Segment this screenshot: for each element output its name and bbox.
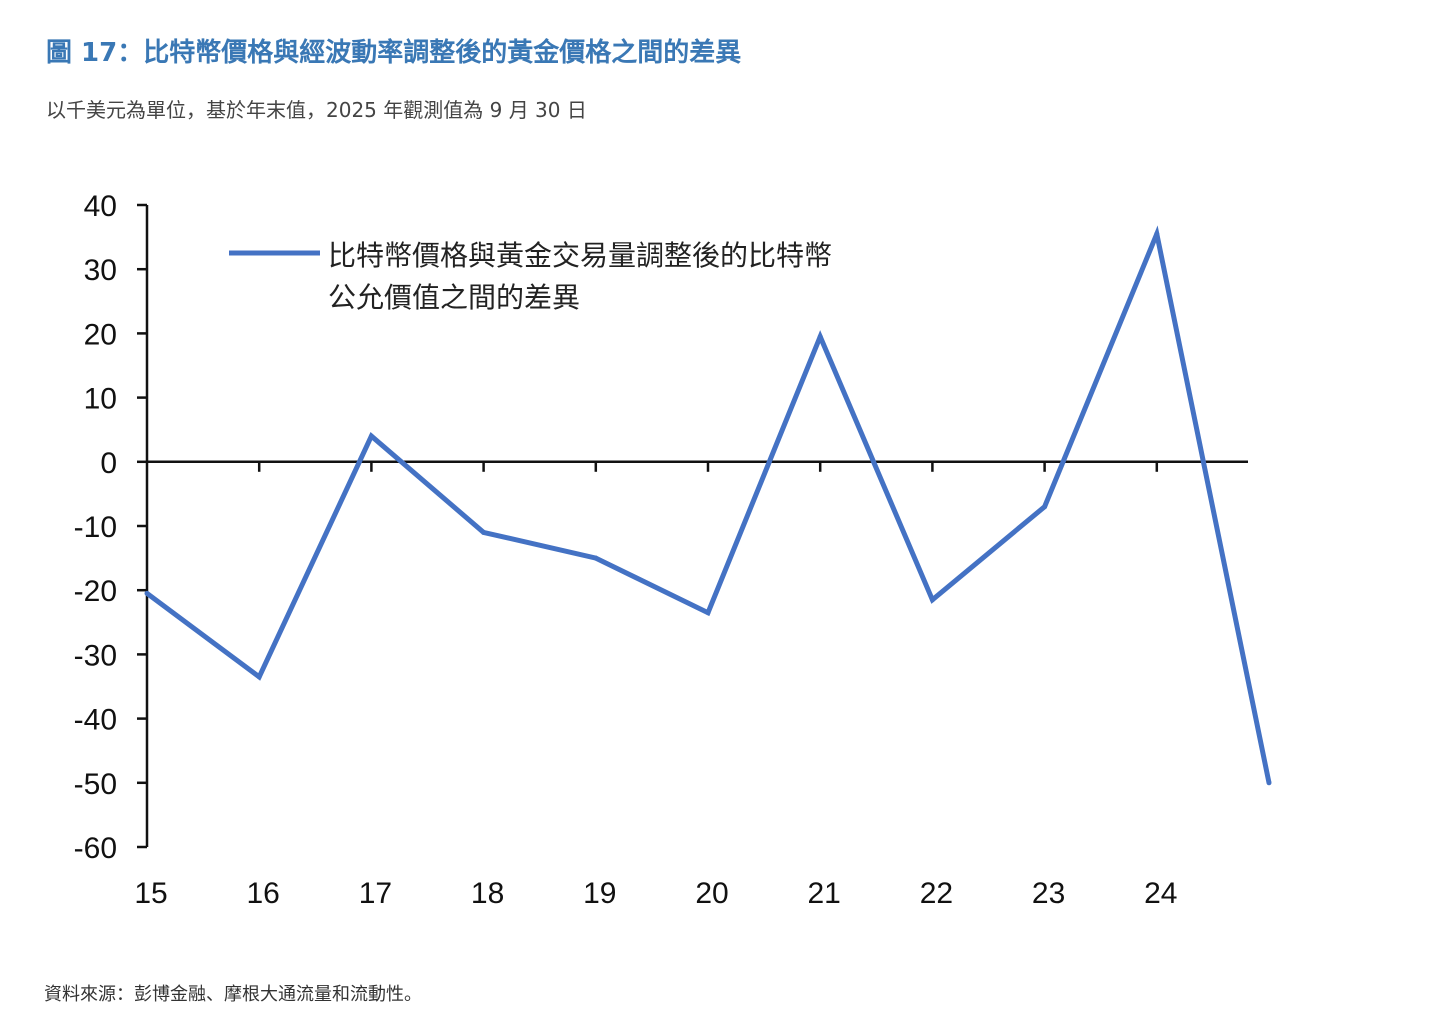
y-tick-label: -40 xyxy=(74,704,117,737)
data-point xyxy=(817,334,823,340)
x-tick-label: 21 xyxy=(808,877,841,910)
data-point xyxy=(256,674,262,680)
chart-subtitle: 以千美元為單位，基於年末值，2025 年觀測值為 9 月 30 日 xyxy=(46,98,587,122)
x-tick-label: 17 xyxy=(359,877,392,910)
data-point xyxy=(1042,504,1048,510)
x-tick-label: 23 xyxy=(1032,877,1065,910)
y-tick-label: -50 xyxy=(74,768,117,801)
x-axis-tick-labels: 15 16 17 18 19 20 21 22 23 24 xyxy=(134,877,1177,910)
data-point xyxy=(481,529,487,535)
series-group xyxy=(144,225,1272,786)
data-point xyxy=(368,433,374,439)
data-point xyxy=(593,555,599,561)
x-tick-label: 15 xyxy=(134,877,167,910)
data-point xyxy=(705,610,711,616)
data-point xyxy=(929,597,935,603)
y-tick-label: 10 xyxy=(84,383,117,416)
data-point xyxy=(1154,231,1160,237)
y-axis-tick-labels: 40 30 20 10 0 -10 -20 -30 -40 -50 -60 xyxy=(74,190,117,865)
y-tick-label: -60 xyxy=(74,832,117,865)
x-tick-label: 20 xyxy=(695,877,728,910)
x-tick-label: 19 xyxy=(583,877,616,910)
legend-label: 比特幣價格與黃金交易量調整後的比特幣 xyxy=(328,239,832,272)
y-tick-label: 20 xyxy=(84,318,117,351)
y-tick-label: 40 xyxy=(84,190,117,223)
y-tick-label: 30 xyxy=(84,254,117,287)
x-tick-label: 22 xyxy=(920,877,953,910)
source-note: 資料來源：彭博金融、摩根大通流量和流動性。 xyxy=(44,984,422,1005)
data-point xyxy=(144,590,150,596)
series-line xyxy=(145,225,1272,784)
y-tick-label: 0 xyxy=(100,447,117,480)
legend-label: 公允價值之間的差異 xyxy=(328,281,580,314)
chart-title: 圖 17：比特幣價格與經波動率調整後的黃金價格之間的差異 xyxy=(46,38,742,68)
y-tick-label: -30 xyxy=(74,639,117,672)
y-tick-label: -20 xyxy=(74,575,117,608)
x-tick-label: 16 xyxy=(247,877,280,910)
y-tick-label: -10 xyxy=(74,511,117,544)
x-tick-label: 18 xyxy=(471,877,504,910)
data-point xyxy=(1266,780,1272,786)
x-tick-label: 24 xyxy=(1144,877,1177,910)
axes xyxy=(137,203,1248,849)
